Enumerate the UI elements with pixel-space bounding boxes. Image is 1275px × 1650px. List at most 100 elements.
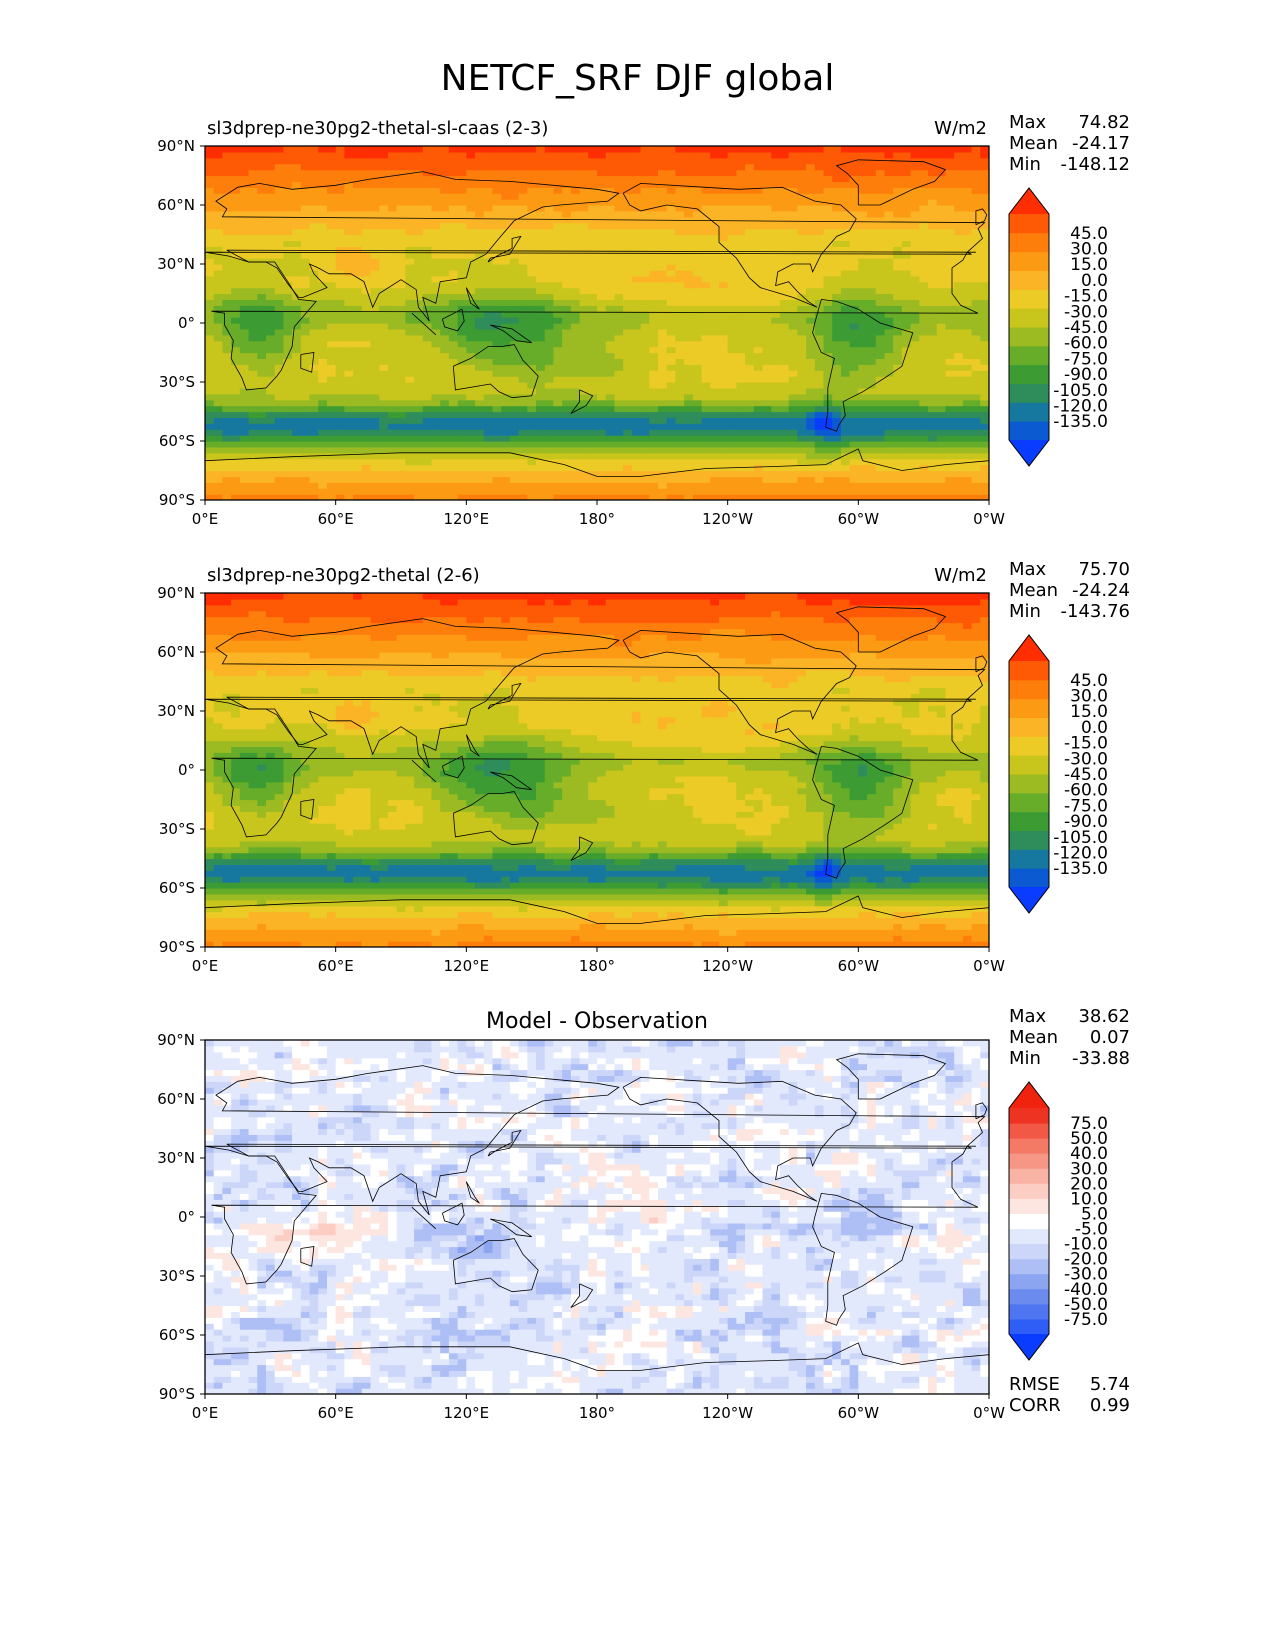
- field-cell: [814, 216, 825, 224]
- field-cell: [657, 275, 668, 283]
- field-cell: [806, 417, 816, 424]
- field-cell: [283, 199, 293, 206]
- field-cell: [562, 429, 572, 436]
- field-cell: [858, 252, 868, 259]
- field-cell: [971, 435, 981, 442]
- field-cell: [657, 328, 668, 336]
- field-cell: [344, 470, 354, 477]
- field-cell: [492, 299, 502, 306]
- field-cell: [248, 376, 258, 383]
- field-cell: [213, 311, 224, 318]
- field-cell: [614, 299, 624, 306]
- field-cell: [300, 199, 311, 206]
- field-cell: [919, 281, 929, 289]
- field-cell: [501, 387, 511, 395]
- field-cell: [501, 441, 511, 448]
- field-cell: [692, 376, 703, 383]
- field-cell: [736, 476, 746, 483]
- field-cell: [257, 352, 267, 359]
- field-cell: [292, 264, 302, 271]
- field-cell: [692, 317, 703, 324]
- field-cell: [945, 334, 955, 342]
- field-cell: [205, 488, 215, 495]
- field-cell: [588, 299, 598, 306]
- field-cell: [684, 411, 694, 418]
- field-cell: [727, 405, 737, 413]
- field-cell: [692, 482, 703, 489]
- field-cell: [962, 216, 973, 224]
- field-cell: [727, 269, 737, 277]
- field-cell: [623, 411, 633, 418]
- field-cell: [684, 269, 694, 277]
- field-cell: [274, 193, 284, 200]
- field-cell: [588, 264, 598, 271]
- field-cell: [440, 287, 450, 295]
- field-cell: [457, 382, 467, 389]
- field-cell: [387, 494, 398, 500]
- field-cell: [387, 205, 398, 212]
- field-cell: [666, 287, 676, 295]
- field-cell: [623, 205, 633, 212]
- field-cell: [248, 435, 258, 442]
- field-cell: [649, 311, 659, 318]
- field-cell: [797, 264, 807, 271]
- field-cell: [919, 216, 929, 224]
- field-cell: [919, 293, 929, 300]
- field-cell: [718, 264, 729, 271]
- field-cell: [483, 299, 494, 306]
- field-cell: [370, 222, 380, 230]
- field-cell: [283, 494, 293, 500]
- field-cell: [544, 216, 555, 224]
- field-cell: [832, 240, 842, 247]
- field-cell: [509, 187, 520, 194]
- field-cell: [771, 199, 781, 206]
- field-cell: [344, 405, 354, 413]
- field-cell: [945, 494, 955, 500]
- field-cell: [361, 452, 372, 460]
- field-cell: [675, 299, 685, 306]
- field-cell: [527, 458, 537, 466]
- field-cell: [475, 435, 485, 442]
- field-cell: [300, 187, 311, 194]
- field-cell: [623, 228, 633, 236]
- field-cell: [928, 216, 938, 224]
- field-cell: [283, 429, 293, 436]
- field-cell: [823, 258, 833, 265]
- field-cell: [814, 364, 825, 371]
- field-cell: [562, 387, 572, 395]
- field-cell: [257, 293, 267, 300]
- field-cell: [466, 228, 476, 236]
- field-cell: [222, 494, 232, 500]
- field-cell: [631, 246, 642, 253]
- field-cell: [536, 387, 546, 395]
- field-cell: [466, 252, 476, 259]
- field-cell: [518, 352, 528, 359]
- field-cell: [605, 393, 616, 401]
- field-cell: [248, 287, 258, 295]
- field-cell: [823, 216, 833, 224]
- field-cell: [910, 458, 920, 466]
- field-cell: [657, 269, 668, 277]
- field-cell: [971, 222, 981, 230]
- field-cell: [405, 210, 415, 218]
- field-cell: [326, 287, 337, 295]
- field-cell: [509, 441, 520, 448]
- field-cell: [684, 470, 694, 477]
- field-cell: [910, 269, 920, 277]
- field-cell: [318, 193, 328, 200]
- field-cell: [623, 281, 633, 289]
- field-cell: [213, 405, 224, 413]
- field-cell: [440, 411, 450, 418]
- field-cell: [588, 228, 598, 236]
- field-cell: [205, 441, 215, 448]
- field-cell: [422, 382, 433, 389]
- field-cell: [936, 234, 947, 241]
- field-cell: [405, 464, 415, 472]
- field-cell: [823, 323, 833, 330]
- field-cell: [422, 175, 433, 182]
- field-cell: [353, 458, 363, 466]
- field-cell: [205, 458, 215, 466]
- field-cell: [962, 299, 973, 306]
- field-cell: [771, 210, 781, 218]
- field-cell: [745, 328, 755, 336]
